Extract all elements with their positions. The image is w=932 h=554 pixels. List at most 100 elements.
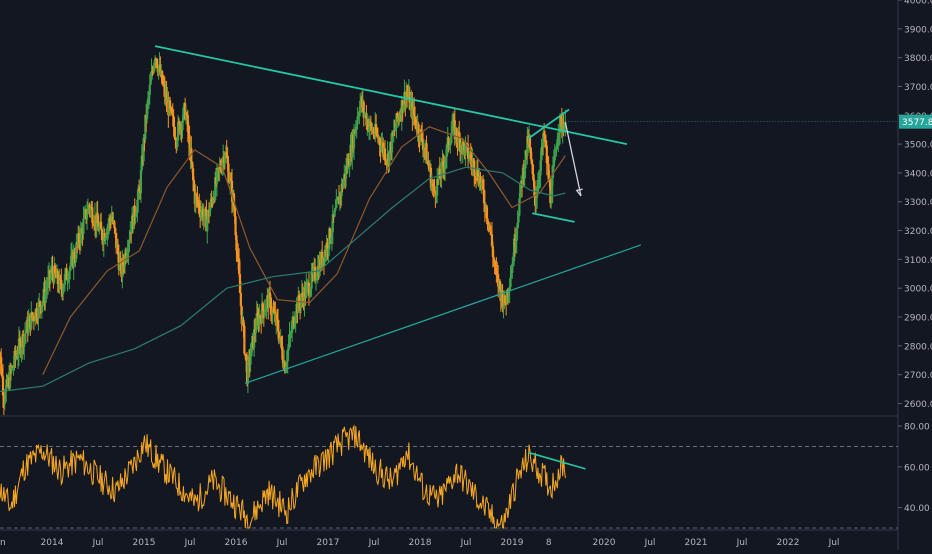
price-tick-label: 2700.0 — [904, 371, 932, 381]
candle-body — [256, 313, 259, 316]
candle-body — [133, 205, 136, 218]
candle-body — [533, 180, 536, 196]
candle-body — [326, 242, 329, 251]
candle-body — [402, 105, 405, 113]
candle-body — [265, 299, 268, 309]
candle-body — [54, 265, 57, 274]
candle-body — [530, 159, 533, 164]
candle-body — [13, 350, 16, 365]
candle-body — [367, 127, 371, 131]
candle-body — [378, 138, 381, 146]
candle-body — [272, 309, 275, 312]
candle-body — [505, 289, 509, 304]
candle-body — [459, 137, 462, 152]
candle-body — [191, 161, 194, 169]
candle-body — [334, 207, 337, 211]
candle-body — [73, 252, 76, 260]
candle-body — [63, 274, 66, 285]
candle-body — [242, 319, 245, 326]
candle-body — [543, 135, 547, 141]
candle-body — [186, 115, 189, 132]
candle-body — [139, 170, 143, 194]
candle-body — [254, 329, 257, 333]
candle-body — [24, 330, 28, 334]
candle-body — [451, 119, 455, 127]
candle-body — [159, 64, 162, 76]
trendline[interactable] — [245, 244, 641, 384]
candle-body — [450, 133, 453, 144]
candle-body — [444, 162, 447, 170]
candle-body — [100, 229, 104, 241]
time-tick-label: 2020 — [593, 538, 616, 548]
candle-body — [330, 232, 334, 239]
candle-body — [8, 368, 12, 388]
candle-body — [504, 295, 507, 304]
candle-body — [83, 213, 86, 219]
rsi-divergence-line[interactable] — [528, 451, 586, 470]
candle-body — [315, 277, 318, 280]
candle-body — [125, 254, 128, 260]
candle-body — [383, 148, 387, 161]
candle-body — [430, 183, 433, 189]
candle-body — [144, 114, 147, 140]
candle-body — [236, 250, 239, 255]
candle-body — [69, 255, 73, 266]
candle-body — [23, 333, 27, 336]
candle-body — [535, 192, 539, 198]
candle-body — [147, 94, 150, 99]
candle-body — [185, 113, 189, 116]
trendline[interactable] — [532, 212, 575, 223]
candle-body — [134, 216, 137, 218]
candle-body — [510, 272, 513, 278]
candle-body — [476, 168, 479, 181]
candle-body — [358, 113, 361, 116]
forecast-arrow-line[interactable] — [564, 122, 582, 197]
candle-body — [375, 124, 378, 134]
candle-body — [74, 258, 77, 260]
candle-body — [3, 401, 6, 403]
time-tick-label: 8 — [546, 538, 552, 548]
candle-body — [260, 303, 264, 324]
candle-body — [269, 297, 273, 315]
candle-body — [502, 306, 505, 309]
candle-body — [46, 277, 50, 288]
candle-body — [2, 395, 5, 403]
candle-body — [271, 309, 274, 315]
candle-body — [299, 300, 303, 308]
candle-body — [305, 285, 308, 298]
candle-body — [554, 149, 557, 151]
candle-body — [105, 235, 108, 238]
candle-body — [215, 170, 219, 184]
candle-body — [301, 292, 304, 298]
candle-body — [240, 306, 243, 324]
candle-body — [493, 260, 496, 267]
candle-body — [41, 300, 44, 306]
candle-body — [348, 165, 351, 167]
candle-body — [490, 234, 494, 246]
candle-body — [474, 177, 478, 179]
candle-body — [291, 323, 294, 333]
candle-body — [413, 116, 417, 120]
candle-body — [152, 71, 155, 73]
candle-body — [136, 199, 139, 214]
trendline[interactable] — [528, 108, 570, 140]
candle-body — [157, 67, 160, 72]
candle-body — [153, 58, 157, 64]
candle-body — [150, 71, 153, 80]
candle-body — [187, 131, 190, 136]
candle-body — [515, 228, 518, 241]
price-tick-label: 3700.0 — [904, 83, 932, 93]
candle-body — [528, 137, 532, 148]
candle-body — [327, 248, 330, 251]
candle-body — [111, 217, 114, 222]
candle-body — [310, 271, 313, 289]
candle-body — [176, 122, 180, 141]
trendline[interactable] — [154, 45, 628, 145]
candle-body — [451, 126, 454, 134]
candle-body — [115, 232, 118, 248]
moving-average-long — [0, 166, 566, 393]
time-tick-label: Jul — [828, 538, 840, 548]
candle-body — [45, 289, 48, 292]
candle-body — [544, 140, 548, 146]
